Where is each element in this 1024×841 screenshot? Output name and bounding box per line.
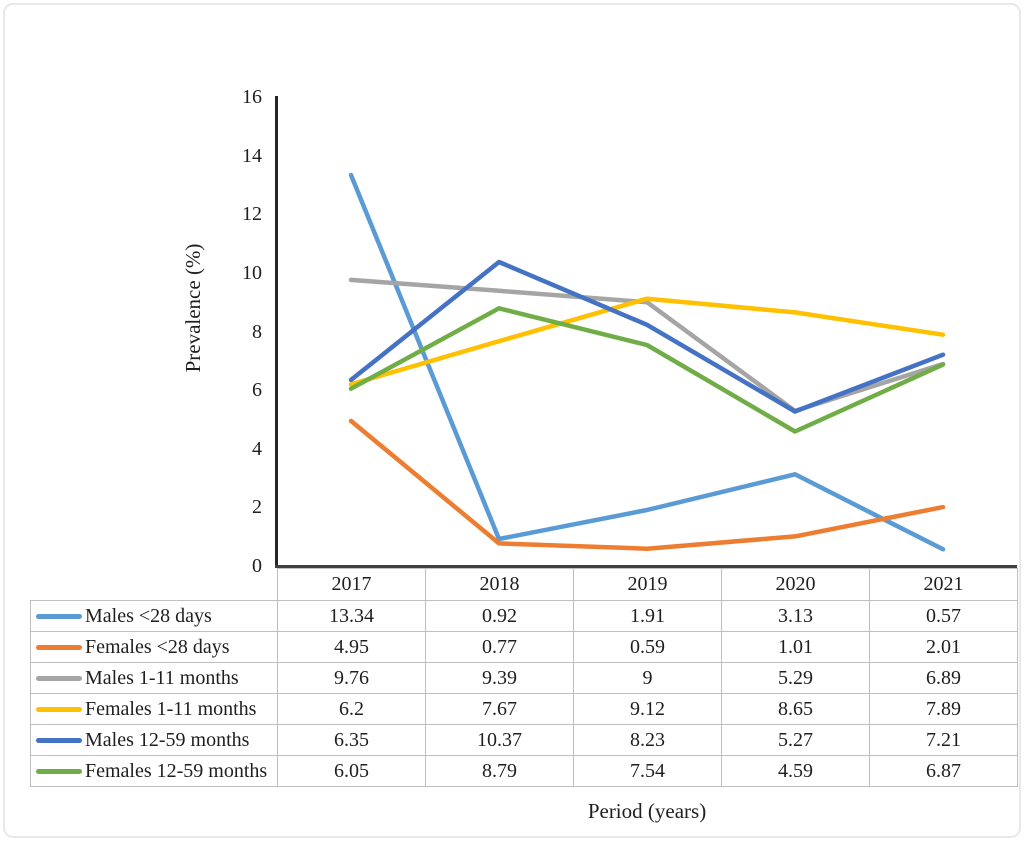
value-cell: 10.37 — [425, 724, 574, 756]
legend-label: Females <28 days — [85, 636, 230, 658]
legend-cell: Females 1-11 months — [30, 693, 278, 725]
value-cell: 9.39 — [425, 662, 574, 694]
y-tick-label: 10 — [242, 261, 262, 284]
y-tick-label: 16 — [242, 86, 262, 108]
legend-line-swatch-icon — [36, 706, 82, 712]
legend-cell: Males <28 days — [30, 600, 278, 632]
table-corner-cell — [31, 569, 278, 601]
value-cell: 0.59 — [573, 631, 722, 663]
year-cell: 2020 — [721, 568, 870, 601]
value-cell: 7.54 — [573, 755, 722, 787]
series-line-males-1-11-months — [348, 277, 946, 414]
table-row: Females <28 days 4.95 0.77 0.59 1.01 2.01 — [30, 631, 1018, 663]
y-tick-label: 14 — [242, 144, 262, 167]
value-cell: 3.13 — [721, 600, 870, 632]
value-cell: 6.35 — [277, 724, 426, 756]
value-cell: 0.92 — [425, 600, 574, 632]
value-cell: 0.57 — [869, 600, 1018, 632]
legend-label: Males <28 days — [85, 605, 212, 627]
legend-line-swatch-icon — [36, 768, 82, 774]
series-line-males-28-days — [348, 172, 946, 552]
x-axis-line — [275, 565, 1017, 568]
value-cell: 6.05 — [277, 755, 426, 787]
legend-label: Males 12-59 months — [85, 729, 250, 751]
value-cell: 2.01 — [869, 631, 1018, 663]
year-cell: 2019 — [573, 568, 722, 601]
y-axis-line — [275, 96, 278, 567]
value-cell: 6.89 — [869, 662, 1018, 694]
y-tick-label: 4 — [252, 437, 262, 460]
y-tick-label: 2 — [252, 496, 262, 519]
legend-line-swatch-icon — [36, 675, 82, 681]
table-row: Females 12-59 months 6.05 8.79 7.54 4.59 6.87 — [30, 755, 1018, 787]
series-line-females-28-days — [348, 418, 946, 551]
value-cell: 9.76 — [277, 662, 426, 694]
value-cell: 0.77 — [425, 631, 574, 663]
legend-label: Females 1-11 months — [85, 698, 257, 720]
year-cell: 2018 — [425, 568, 574, 601]
table-row-years: 2017 2018 2019 2020 2021 — [31, 568, 1018, 601]
y-tick-label: 12 — [242, 203, 262, 226]
legend-line-swatch-icon — [36, 613, 82, 619]
legend-cell: Females <28 days — [30, 631, 278, 663]
value-cell: 1.01 — [721, 631, 870, 663]
legend-cell: Males 1-11 months — [30, 662, 278, 694]
value-cell: 5.29 — [721, 662, 870, 694]
value-cell: 8.23 — [573, 724, 722, 756]
value-cell: 6.2 — [277, 693, 426, 725]
line-chart-plot — [348, 172, 946, 552]
value-cell: 5.27 — [721, 724, 870, 756]
series-line-males-12-59-months — [348, 259, 946, 414]
table-row: Males 12-59 months 6.35 10.37 8.23 5.27 7.21 — [30, 724, 1018, 756]
value-cell: 9 — [573, 662, 722, 694]
x-axis-title: Period (years) — [587, 799, 707, 823]
legend-label: Males 1-11 months — [85, 667, 239, 689]
value-cell: 13.34 — [277, 600, 426, 632]
value-cell: 7.89 — [869, 693, 1018, 725]
table-row: Males 1-11 months 9.76 9.39 9 5.29 6.89 — [30, 662, 1018, 694]
value-cell: 7.21 — [869, 724, 1018, 756]
table-row: Females 1-11 months 6.2 7.67 9.12 8.65 7.89 — [30, 693, 1018, 725]
value-cell: 6.87 — [869, 755, 1018, 787]
year-cell: 2017 — [277, 568, 426, 601]
legend-label: Females 12-59 months — [85, 760, 268, 782]
y-tick-label: 0 — [252, 555, 262, 577]
value-cell: 1.91 — [573, 600, 722, 632]
value-cell: 4.95 — [277, 631, 426, 663]
legend-line-swatch-icon — [36, 737, 82, 743]
value-cell: 7.67 — [425, 693, 574, 725]
value-cell: 9.12 — [573, 693, 722, 725]
chart-data-table: 2017 2018 2019 2020 2021 Males <28 days 13.34 0… — [30, 568, 1018, 787]
year-cell: 2021 — [869, 568, 1018, 601]
value-cell: 8.65 — [721, 693, 870, 725]
legend-line-swatch-icon — [36, 644, 82, 650]
series-line-females-12-59-months — [348, 306, 946, 434]
y-tick-label: 8 — [252, 320, 262, 343]
legend-cell: Males 12-59 months — [30, 724, 278, 756]
table-row: Males <28 days 13.34 0.92 1.91 3.13 0.57 — [30, 600, 1018, 632]
value-cell: 8.79 — [425, 755, 574, 787]
series-line-females-1-11-months — [348, 296, 946, 387]
value-cell: 4.59 — [721, 755, 870, 787]
legend-cell: Females 12-59 months — [30, 755, 278, 787]
y-tick-label: 6 — [252, 379, 262, 402]
